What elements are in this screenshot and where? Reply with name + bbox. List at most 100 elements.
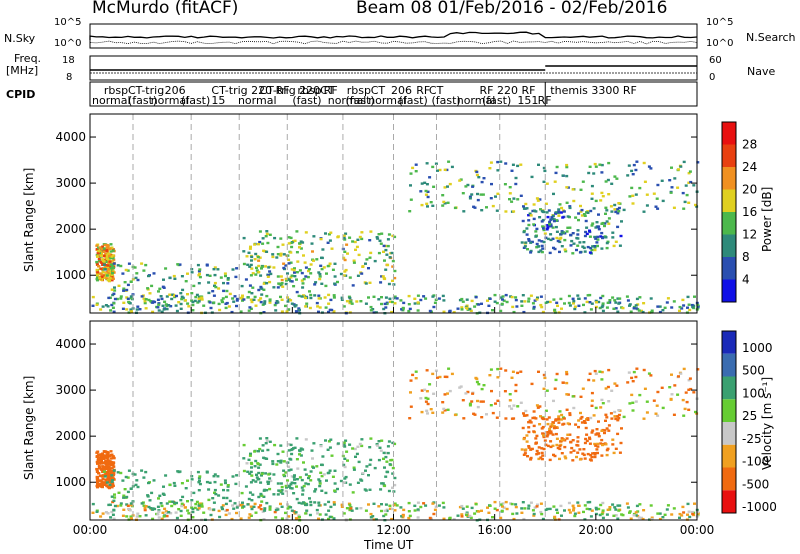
power-cell: [604, 212, 607, 215]
power-cell: [588, 229, 591, 232]
power-cell: [265, 282, 269, 285]
velocity-cell: [677, 375, 680, 378]
velocity-cell: [259, 492, 263, 496]
power-cell: [672, 206, 676, 209]
velocity-cell: [292, 510, 296, 513]
power-cell: [473, 305, 477, 308]
power-cell: [287, 242, 291, 245]
velocity-cell: [610, 389, 614, 392]
power-cell: [589, 308, 593, 311]
power-cell: [501, 295, 505, 298]
velocity-cell: [545, 435, 549, 438]
power-cell: [246, 263, 250, 266]
power-cell: [124, 268, 128, 272]
velocity-cell: [106, 485, 110, 489]
power-cell: [298, 246, 301, 249]
power-cell: [213, 281, 217, 285]
power-cell: [613, 299, 617, 302]
velocity-cell: [218, 515, 222, 519]
velocity-cell: [536, 406, 540, 409]
velocity-cell: [579, 417, 583, 420]
power-cell: [528, 212, 532, 215]
velocity-cell: [209, 513, 213, 517]
velocity-cell: [342, 441, 346, 444]
velocity-cell: [504, 369, 508, 372]
power-cell: [308, 290, 311, 293]
power-colorbar-swatch: [722, 257, 736, 280]
velocity-cell: [175, 516, 179, 520]
velocity-cell: [102, 454, 106, 457]
power-cell: [476, 198, 480, 202]
velocity-cell: [224, 513, 228, 517]
power-cells: [91, 160, 700, 315]
velocity-cell: [673, 384, 677, 387]
velocity-cell: [678, 512, 682, 516]
velocity-cell: [344, 439, 348, 442]
power-cell: [354, 248, 357, 251]
velocity-cell: [196, 470, 200, 474]
power-cell: [613, 175, 617, 178]
velocity-cell: [605, 453, 609, 457]
power-cell: [296, 260, 300, 263]
velocity-cell: [385, 509, 389, 513]
power-cell: [414, 170, 418, 173]
power-cell: [279, 252, 283, 255]
velocity-cell: [101, 477, 105, 481]
velocity-cell: [200, 505, 204, 508]
velocity-cell: [691, 512, 695, 516]
velocity-region-0: [91, 500, 700, 522]
power-cell: [317, 294, 321, 297]
power-cell: [504, 293, 508, 297]
power-cell: [276, 275, 280, 278]
velocity-cell: [342, 481, 346, 484]
power-cell: [115, 297, 119, 301]
power-cell: [96, 279, 99, 282]
power-cell: [242, 250, 246, 253]
velocity-cell: [175, 501, 178, 505]
power-cell: [476, 192, 479, 196]
velocity-cell: [527, 507, 531, 510]
power-cell: [111, 270, 115, 273]
power-cell: [391, 265, 395, 268]
power-cell: [117, 284, 121, 287]
power-cell: [522, 207, 526, 210]
power-cell: [426, 205, 429, 208]
power-cell: [630, 186, 634, 190]
velocity-cell: [383, 484, 387, 488]
velocity-cell: [496, 376, 500, 379]
velocity-cell: [259, 504, 263, 507]
velocity-cell: [393, 476, 397, 480]
power-cell: [588, 251, 592, 254]
power-cell: [640, 309, 643, 313]
power-cell: [557, 208, 561, 211]
power-cell: [318, 306, 322, 309]
power-cell: [380, 302, 383, 306]
velocity-cell: [293, 482, 297, 485]
velocity-cell: [301, 489, 305, 492]
velocity-cell: [550, 423, 554, 426]
velocity-cell: [99, 515, 103, 518]
velocity-cell: [522, 517, 526, 521]
power-cell: [295, 278, 298, 281]
velocity-cell: [358, 442, 362, 446]
power-cell: [538, 216, 542, 219]
velocity-cell: [535, 505, 539, 508]
velocity-cell: [540, 427, 544, 430]
power-cell: [108, 296, 112, 299]
velocity-cell: [205, 470, 209, 473]
velocity-cell: [532, 416, 536, 419]
power-cell: [578, 251, 582, 254]
power-cell: [433, 301, 437, 304]
velocity-cell: [304, 438, 308, 441]
power-cell: [638, 296, 642, 299]
velocity-cell: [577, 419, 581, 422]
velocity-cells: [91, 367, 700, 522]
power-cell: [263, 300, 267, 303]
power-cell: [329, 231, 333, 234]
power-cell: [539, 295, 543, 298]
power-cell: [95, 247, 99, 251]
power-cell: [344, 232, 348, 235]
power-cell: [634, 193, 638, 196]
velocity-cell: [680, 514, 684, 517]
velocity-cell: [313, 501, 317, 504]
